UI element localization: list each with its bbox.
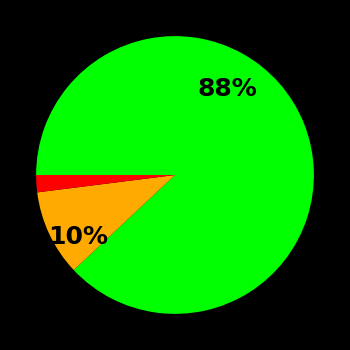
- Wedge shape: [36, 175, 175, 192]
- Text: 88%: 88%: [198, 77, 258, 101]
- Wedge shape: [37, 175, 175, 270]
- Wedge shape: [36, 36, 314, 314]
- Text: 10%: 10%: [48, 225, 108, 250]
